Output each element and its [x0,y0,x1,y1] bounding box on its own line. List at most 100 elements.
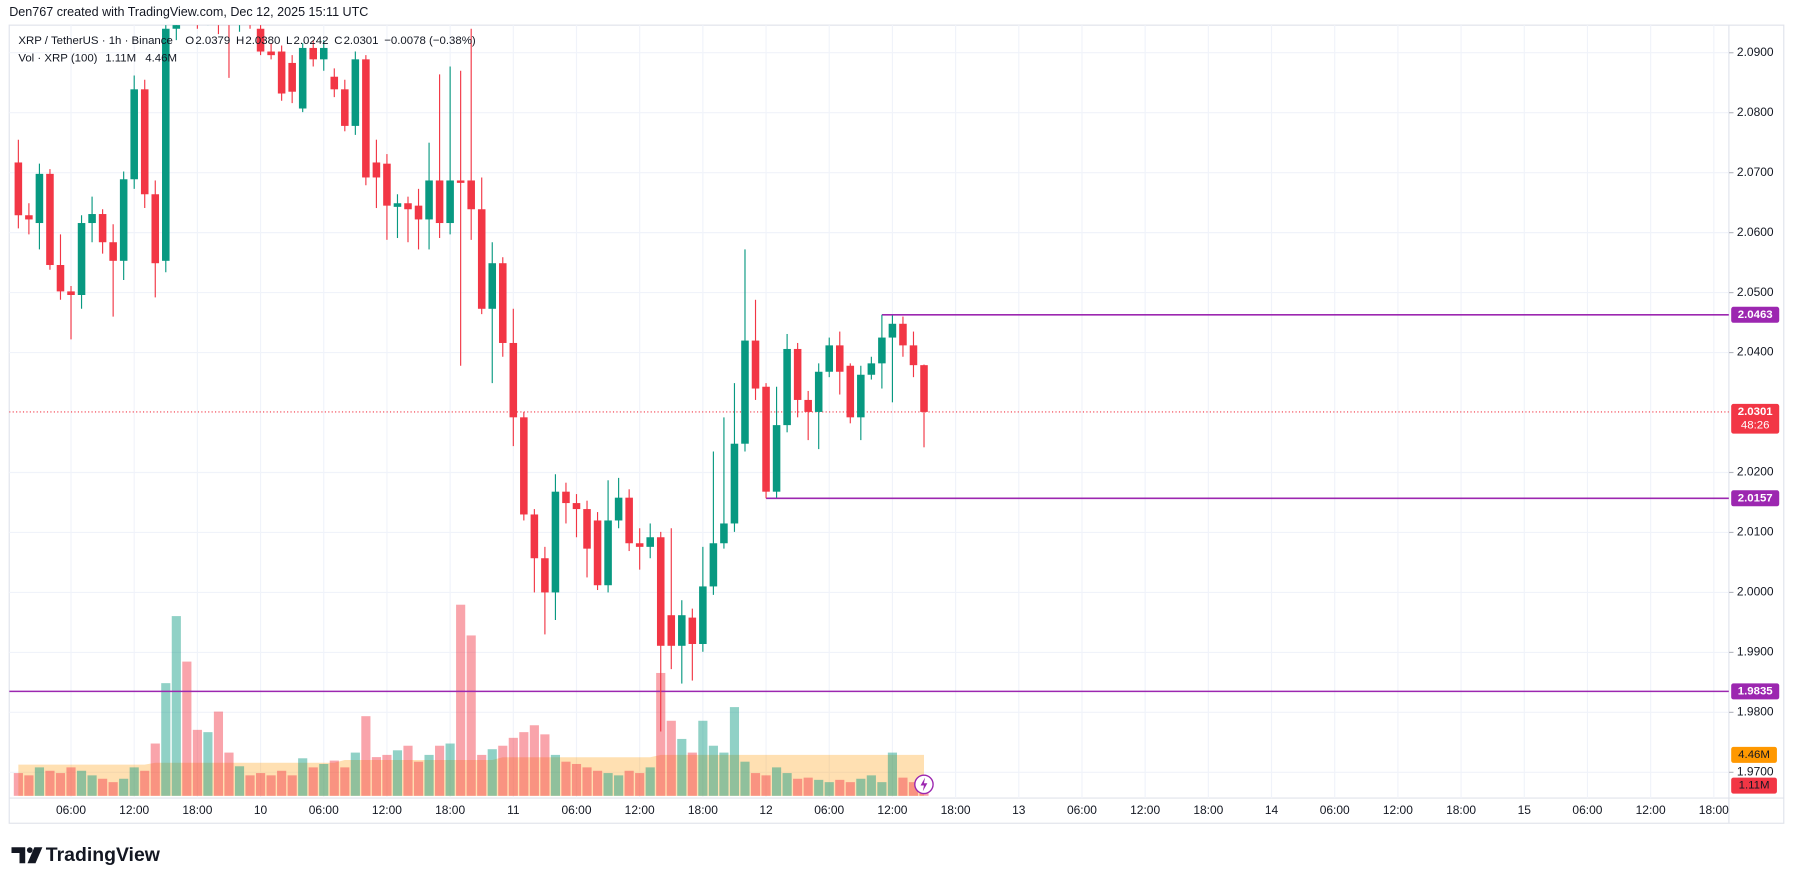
candle-body [720,523,728,544]
volume-bar [140,770,150,796]
x-tick-label: 10 [254,803,268,817]
candle-body [35,173,44,224]
candle-body [25,215,33,220]
x-tick-label: 12:00 [372,803,402,817]
volume-bar [477,754,487,796]
candle-body [762,386,770,492]
x-tick-label: 18:00 [688,803,718,817]
candle-body [867,363,876,375]
volume-bar [192,729,202,796]
y-tick-label: 2.0800 [1737,105,1774,119]
y-tick-label: 1.9700 [1737,764,1774,778]
candle-body [119,179,128,261]
candle-body [646,537,654,547]
volume-bar [793,778,803,796]
candle-body [435,180,444,224]
volume-bar [666,720,676,796]
price-pane [9,25,1729,732]
x-tick-label: 06:00 [1067,803,1097,817]
candle-body [846,365,855,418]
candle-body [256,28,265,52]
price-line-label: 1.9835 [1738,685,1774,697]
y-tick-label: 2.0000 [1737,585,1774,599]
volume-bar [729,707,740,796]
candle-body [688,617,697,644]
grid [9,25,1729,799]
candle-body [772,425,781,492]
candle-body [46,173,54,266]
x-tick-label: 18:00 [1446,803,1476,817]
volume-bar [182,661,192,796]
candle-body [362,59,370,178]
candle-body [899,323,907,346]
volume-ma-area [18,754,925,796]
candle-body [678,615,686,646]
volume-bar [571,763,582,796]
y-tick-label: 2.0400 [1737,345,1774,359]
volume-bar [508,737,518,796]
y-tick-label: 2.0100 [1737,525,1774,539]
volume-bar [529,725,539,796]
volume-pane [13,604,929,796]
candle-body [551,491,560,593]
axes: 2.0900 2.0800 2.0700 2.0600 2.0500 2.0400 2.02… [56,45,1780,817]
volume-bar [329,760,339,796]
candle-body [804,399,812,412]
volume-label: 4.46M [1738,749,1770,761]
x-tick-label: 12:00 [877,803,907,817]
x-tick-label: 15 [1518,803,1532,817]
candle-body [341,89,349,126]
volume-bar [698,720,708,796]
price-line-label: 2.0157 [1738,492,1773,504]
candle-body [509,342,518,418]
volume-bar [645,767,655,796]
candle-body [446,180,454,224]
candle-body [488,263,497,309]
legend-ohlc-key: H [236,35,244,47]
candle-body [520,417,528,515]
volume-bar [98,778,108,796]
volume-bar [877,782,887,796]
legend-ohlc-value: 2.0380 [245,35,280,47]
x-tick-label: 18:00 [435,803,465,817]
candle-body [98,214,107,243]
volume-bar [835,779,845,796]
candle-body [583,509,591,549]
candle-body [130,89,138,180]
candle-body [667,615,676,646]
volume-bar [898,777,908,796]
volume-bar [456,604,466,796]
candle-body [288,62,296,92]
volume-bar [614,775,624,796]
logo-part [27,847,43,864]
volume-bar [245,775,255,796]
volume-bar [719,752,729,796]
volume-bar [603,773,613,796]
x-tick-label: 18:00 [1193,803,1223,817]
volume-bar [266,775,276,796]
y-tick-label: 1.9800 [1737,705,1774,719]
volume-bar [845,782,855,796]
x-tick-label: 12:00 [625,803,655,817]
volume-bar [761,775,771,796]
price-line-label-bg [1731,306,1780,323]
volume-bar [424,754,434,796]
volume-bar [708,745,718,796]
volume-bar [76,770,87,796]
volume-bar [561,761,571,796]
volume-bar [24,775,34,796]
candle-body [635,543,644,547]
volume-bar [34,767,44,796]
candle-body [814,371,823,412]
candle-body [709,543,718,587]
candle-body [477,209,486,309]
x-tick-label: 06:00 [1320,803,1350,817]
candle-body [593,520,602,586]
candle-body [414,205,423,220]
volume-bar [740,761,750,796]
candle-body [699,586,707,644]
volume-bar [255,773,266,796]
candle-body [56,265,65,292]
legend-ohlc-value: 2.0301 [344,35,379,47]
y-tick-label: 2.0200 [1737,465,1774,479]
